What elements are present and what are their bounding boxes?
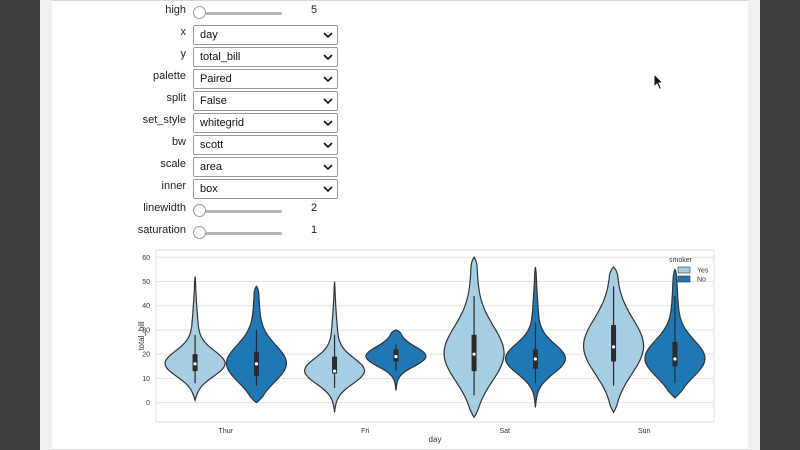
violin-median (673, 357, 677, 361)
legend-label-yes: Yes (697, 268, 709, 275)
y-axis-label: total_bill (137, 321, 146, 351)
y-tick-label: 50 (142, 279, 150, 286)
set-style-dropdown-value: whitegrid (200, 117, 245, 129)
inner-dropdown-value: box (200, 183, 218, 195)
bw-control: bw scott (100, 135, 350, 155)
high-slider-track[interactable] (200, 12, 282, 15)
legend-title: smoker (669, 257, 693, 264)
chevron-down-icon (323, 120, 333, 127)
inner-label: inner (161, 180, 186, 192)
panel-left-edge (40, 0, 52, 450)
set-style-label: set_style (142, 114, 186, 126)
scale-dropdown[interactable]: area (193, 157, 338, 177)
inner-dropdown[interactable]: box (193, 179, 338, 199)
x-tick-labels: Thur Fri Sat Sun (219, 428, 651, 435)
mouse-pointer-icon (653, 73, 665, 91)
panel-right-edge (748, 0, 760, 450)
chevron-down-icon (323, 54, 333, 61)
violin-median (394, 354, 398, 359)
chevron-down-icon (323, 164, 333, 171)
violin-box (332, 356, 338, 374)
inner-control: inner box (100, 179, 350, 199)
legend-label-no: No (697, 277, 706, 284)
split-label: split (166, 92, 186, 104)
palette-dropdown-value: Paired (200, 73, 232, 85)
violins (164, 256, 706, 419)
violin-median (611, 345, 616, 349)
palette-control: palette Paired (100, 69, 350, 89)
saturation-control: saturation 1 (100, 223, 350, 243)
palette-label: palette (152, 70, 186, 82)
scale-control: scale area (100, 157, 350, 177)
y-dropdown[interactable]: total_bill (193, 47, 338, 67)
x-dropdown[interactable]: day (193, 25, 338, 45)
saturation-value: 1 (311, 224, 318, 236)
violin-box (611, 325, 617, 362)
y-tick-label: 10 (142, 376, 150, 383)
x-control: x day (100, 25, 350, 45)
y-tick-label: 40 (142, 303, 150, 310)
bw-label: bw (171, 136, 186, 148)
high-control: high 5 (100, 3, 350, 23)
violin-chart: 0 10 20 30 40 50 60 Thur Fri Sat Sun day total_bi… (137, 249, 715, 444)
saturation-slider-handle[interactable] (193, 226, 206, 239)
chevron-down-icon (323, 32, 333, 39)
linewidth-label: linewidth (143, 202, 186, 214)
split-dropdown[interactable]: False (193, 91, 338, 111)
high-slider-handle[interactable] (193, 6, 206, 19)
x-label: x (180, 26, 187, 38)
scale-label: scale (160, 158, 186, 170)
x-tick-label: Sun (638, 428, 651, 435)
set-style-control: set_style whitegrid (100, 113, 350, 133)
y-tick-labels: 0 10 20 30 40 50 60 (142, 255, 150, 407)
x-tick-label: Thur (219, 428, 234, 435)
legend-swatch-no (677, 275, 691, 283)
linewidth-slider-handle[interactable] (193, 204, 206, 217)
set-style-dropdown[interactable]: whitegrid (193, 113, 338, 133)
linewidth-slider-track[interactable] (200, 210, 282, 213)
bw-dropdown[interactable]: scott (193, 135, 338, 155)
x-tick-label: Fri (361, 428, 370, 435)
split-dropdown-value: False (200, 95, 227, 107)
violin-median (332, 369, 337, 373)
saturation-slider-track[interactable] (200, 232, 282, 235)
violin-median (254, 362, 259, 366)
palette-dropdown[interactable]: Paired (193, 69, 338, 89)
x-axis-label: day (429, 435, 442, 444)
window-left-margin (0, 0, 40, 450)
high-value: 5 (311, 4, 318, 16)
split-control: split False (100, 91, 350, 111)
x-tick-label: Sat (499, 428, 510, 435)
window-right-margin (760, 0, 800, 450)
scale-dropdown-value: area (200, 161, 223, 173)
chevron-down-icon (323, 98, 333, 105)
y-tick-label: 30 (142, 327, 150, 334)
linewidth-control: linewidth 2 (100, 201, 350, 221)
violin-median (193, 362, 197, 366)
y-tick-label: 60 (142, 255, 150, 262)
y-dropdown-value: total_bill (200, 51, 241, 63)
saturation-label: saturation (137, 224, 186, 236)
linewidth-value: 2 (311, 202, 318, 214)
violin-median (472, 352, 476, 356)
high-label: high (165, 4, 186, 16)
x-dropdown-value: day (200, 29, 218, 41)
legend-swatch-yes (677, 266, 691, 274)
violin-box (672, 342, 678, 367)
y-tick-label: 20 (142, 352, 150, 359)
chevron-down-icon (323, 142, 333, 149)
legend: smoker Yes No (669, 257, 709, 284)
bw-dropdown-value: scott (200, 139, 224, 151)
y-label: y (180, 48, 187, 60)
chevron-down-icon (323, 186, 333, 193)
chevron-down-icon (323, 76, 333, 83)
violin-median (533, 357, 538, 361)
y-tick-label: 0 (146, 400, 150, 407)
y-control: y total_bill (100, 47, 350, 67)
